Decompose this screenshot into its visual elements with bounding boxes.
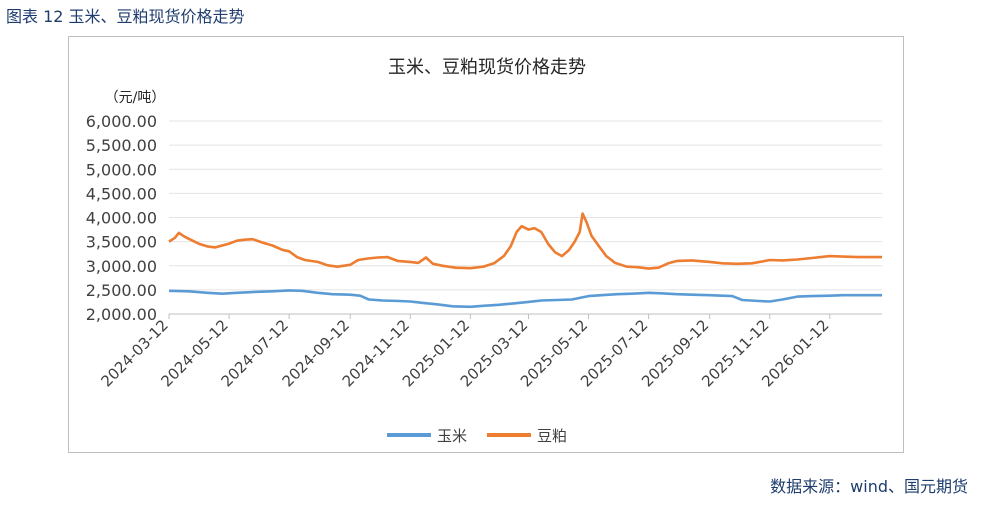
y-tick-label: 5,500.00	[86, 136, 157, 155]
gridlines	[169, 120, 882, 315]
y-tick-label: 4,500.00	[86, 184, 157, 203]
series-lines	[168, 212, 882, 309]
series-line-豆粕	[168, 212, 882, 270]
source-note: 数据来源：wind、国元期货	[770, 477, 968, 496]
chart-frame: 玉米、豆粕现货价格走势 （元/吨） 2,000.00 2,500.00 3,000.…	[68, 36, 904, 453]
line-chart: 玉米、豆粕现货价格走势 （元/吨） 2,000.00 2,500.00 3,000.…	[86, 57, 882, 445]
y-axis-ticks: 2,000.00 2,500.00 3,000.00 3,500.00 4,000.00…	[86, 112, 157, 324]
chart-title: 玉米、豆粕现货价格走势	[388, 57, 586, 78]
figure-caption: 图表 12 玉米、豆粕现货价格走势	[6, 7, 245, 26]
y-tick-label: 6,000.00	[86, 112, 157, 131]
y-tick-label: 3,500.00	[86, 233, 157, 252]
y-axis-unit-label: （元/吨）	[105, 90, 166, 106]
legend: 玉米 豆粕	[387, 427, 567, 445]
x-axis-ticks: 2024-03-122024-05-122024-07-122024-09-12…	[97, 314, 833, 390]
y-tick-label: 3,000.00	[86, 257, 157, 276]
series-line-玉米	[168, 289, 882, 309]
y-tick-label: 5,000.00	[86, 160, 157, 179]
y-tick-label: 2,000.00	[86, 305, 157, 324]
legend-label: 玉米	[437, 427, 467, 445]
y-tick-label: 4,000.00	[86, 209, 157, 228]
y-tick-label: 2,500.00	[86, 281, 157, 300]
legend-label: 豆粕	[537, 427, 567, 445]
